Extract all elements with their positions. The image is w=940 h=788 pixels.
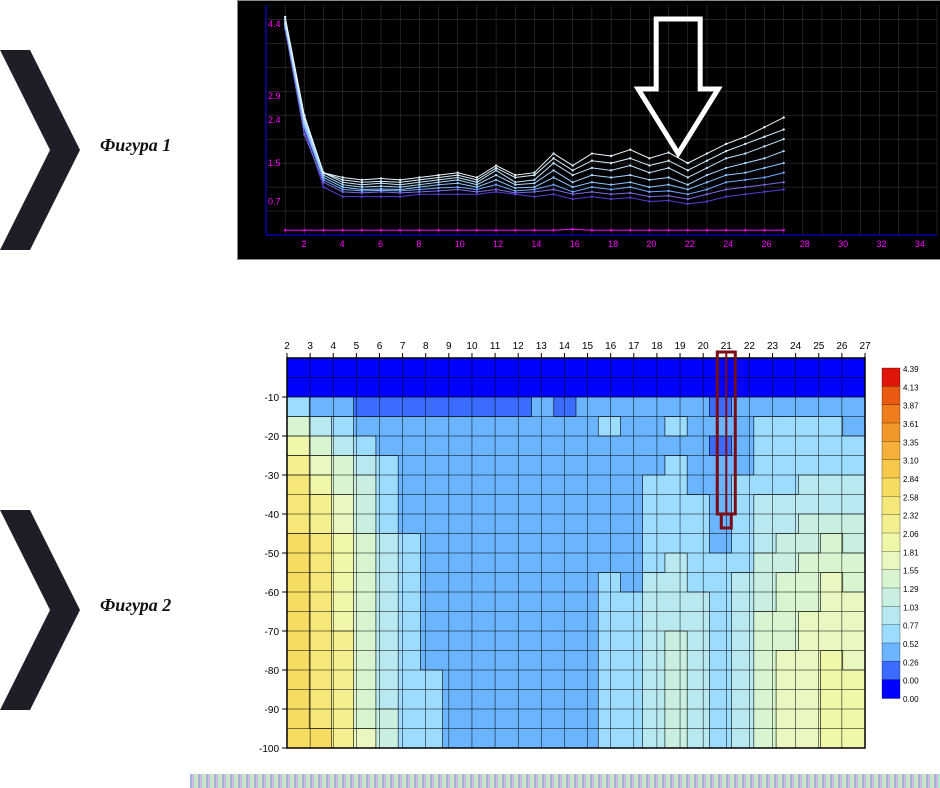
svg-text:3.35: 3.35: [903, 438, 919, 447]
svg-text:22: 22: [685, 239, 695, 249]
svg-text:24: 24: [723, 239, 733, 249]
svg-text:12: 12: [493, 239, 503, 249]
svg-text:8: 8: [416, 239, 421, 249]
svg-text:23: 23: [767, 341, 779, 352]
svg-text:19: 19: [674, 341, 686, 352]
svg-text:15: 15: [582, 341, 594, 352]
svg-text:14: 14: [559, 341, 571, 352]
svg-text:3.10: 3.10: [903, 457, 919, 466]
svg-text:32: 32: [876, 239, 886, 249]
svg-text:4: 4: [340, 239, 345, 249]
svg-text:0.52: 0.52: [903, 640, 919, 649]
fig1-label: Фигура 1: [100, 135, 171, 156]
svg-text:9: 9: [446, 341, 452, 352]
svg-text:-90: -90: [265, 705, 280, 716]
svg-text:-50: -50: [265, 549, 280, 560]
svg-text:0.00: 0.00: [903, 677, 919, 686]
footer-decorative-bar: [190, 774, 940, 788]
svg-text:22: 22: [744, 341, 756, 352]
svg-text:26: 26: [836, 341, 848, 352]
svg-text:30: 30: [838, 239, 848, 249]
contour-heatmap: 2345678910111213141516171819202122232425…: [237, 330, 940, 760]
svg-text:-70: -70: [265, 627, 280, 638]
svg-text:26: 26: [761, 239, 771, 249]
svg-text:24: 24: [790, 341, 802, 352]
svg-text:1.03: 1.03: [903, 603, 919, 612]
svg-text:5: 5: [354, 341, 360, 352]
svg-text:-60: -60: [265, 588, 280, 599]
svg-text:0.26: 0.26: [903, 658, 919, 667]
svg-text:-100: -100: [259, 744, 279, 755]
svg-text:10: 10: [466, 341, 478, 352]
svg-text:1.29: 1.29: [903, 585, 919, 594]
svg-text:16: 16: [570, 239, 580, 249]
svg-text:2.58: 2.58: [903, 493, 919, 502]
svg-text:0.7: 0.7: [268, 196, 281, 206]
svg-text:-80: -80: [265, 666, 280, 677]
svg-text:11: 11: [490, 341, 501, 352]
svg-text:14: 14: [531, 239, 541, 249]
svg-text:2: 2: [284, 341, 290, 352]
svg-text:7: 7: [400, 341, 406, 352]
svg-text:12: 12: [513, 341, 525, 352]
svg-text:4.39: 4.39: [903, 365, 919, 374]
svg-text:16: 16: [605, 341, 617, 352]
svg-text:2.4: 2.4: [268, 115, 281, 125]
svg-text:-30: -30: [265, 471, 280, 482]
svg-text:1.81: 1.81: [903, 548, 919, 557]
fig2-label: Фигура 2: [100, 595, 171, 616]
line-chart: 0.71.52.42.94.42468101214161820222426283…: [237, 0, 940, 260]
svg-text:4: 4: [330, 341, 336, 352]
svg-text:28: 28: [800, 239, 810, 249]
svg-text:4.13: 4.13: [903, 383, 919, 392]
svg-text:13: 13: [536, 341, 548, 352]
svg-text:2: 2: [301, 239, 306, 249]
svg-text:-40: -40: [265, 510, 280, 521]
svg-text:8: 8: [423, 341, 429, 352]
svg-text:1.55: 1.55: [903, 567, 919, 576]
svg-text:10: 10: [455, 239, 465, 249]
svg-text:20: 20: [698, 341, 710, 352]
svg-text:3: 3: [307, 341, 313, 352]
svg-text:25: 25: [813, 341, 825, 352]
svg-text:2.32: 2.32: [903, 512, 919, 521]
svg-text:6: 6: [378, 239, 383, 249]
svg-text:20: 20: [646, 239, 656, 249]
svg-text:34: 34: [915, 239, 925, 249]
svg-text:-10: -10: [265, 393, 280, 404]
svg-text:18: 18: [651, 341, 663, 352]
svg-text:0.77: 0.77: [903, 622, 919, 631]
svg-text:2.84: 2.84: [903, 475, 919, 484]
svg-text:3.61: 3.61: [903, 420, 919, 429]
svg-text:0.00: 0.00: [903, 695, 919, 704]
deco-arrow-1: [0, 50, 80, 255]
svg-text:17: 17: [628, 341, 640, 352]
svg-text:4.4: 4.4: [268, 19, 281, 29]
svg-text:18: 18: [608, 239, 618, 249]
svg-text:3.87: 3.87: [903, 402, 919, 411]
svg-text:2.06: 2.06: [903, 530, 919, 539]
svg-text:2.9: 2.9: [268, 91, 281, 101]
svg-text:21: 21: [721, 341, 733, 352]
svg-text:27: 27: [859, 341, 871, 352]
svg-text:-20: -20: [265, 432, 280, 443]
svg-text:6: 6: [377, 341, 383, 352]
deco-arrow-2: [0, 510, 80, 715]
svg-text:1.5: 1.5: [268, 158, 281, 168]
